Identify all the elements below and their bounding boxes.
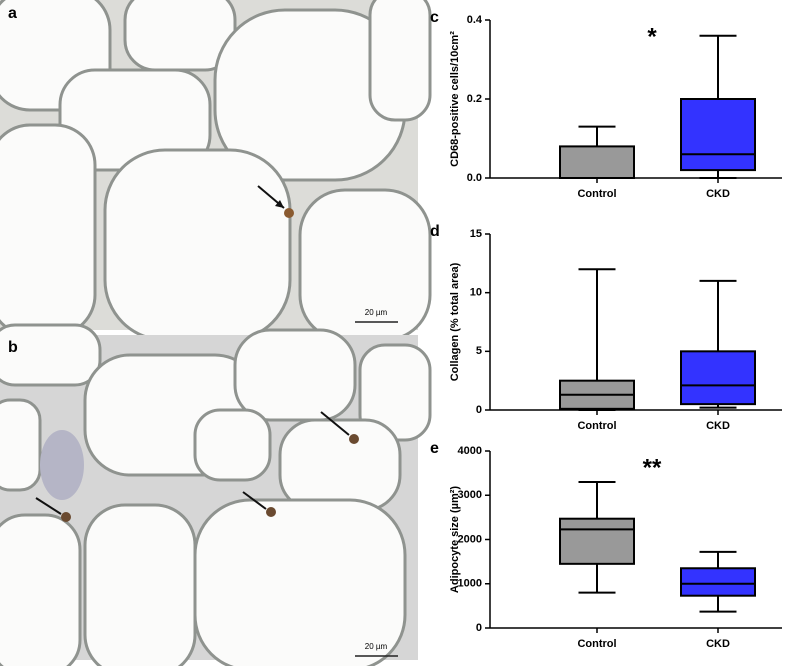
y-tick-label: 10 — [470, 287, 482, 299]
y-tick-label: 0.4 — [467, 14, 483, 26]
panel-label: d — [430, 223, 440, 240]
y-tick-label: 3000 — [458, 489, 482, 501]
panel-label: b — [8, 339, 18, 356]
y-tick-label: 5 — [476, 345, 482, 357]
scale-bar-label: 20 µm — [365, 308, 388, 317]
scale-bar-label: 20 µm — [365, 642, 388, 651]
box — [559, 145, 635, 179]
y-tick-label: 0.2 — [467, 93, 482, 105]
x-tick-label: Control — [577, 638, 616, 650]
x-tick-label: CKD — [706, 638, 730, 650]
box — [680, 350, 756, 406]
x-tick-label: CKD — [706, 420, 730, 432]
y-tick-label: 15 — [470, 228, 482, 240]
significance: ** — [643, 454, 662, 481]
y-axis-title: Collagen (% total area) — [449, 262, 461, 381]
x-tick-label: CKD — [706, 188, 730, 200]
panel-label: a — [8, 5, 17, 22]
panel-label: e — [430, 440, 439, 457]
y-tick-label: 0.0 — [467, 172, 482, 184]
micrograph-b: 20 µm b — [0, 323, 432, 666]
y-tick-label: 2000 — [458, 533, 482, 545]
x-tick-label: Control — [577, 188, 616, 200]
box — [680, 567, 756, 597]
y-tick-label: 0 — [476, 404, 482, 416]
y-axis-title: Adipocyte size (µm²) — [449, 486, 461, 594]
x-tick-label: Control — [577, 420, 616, 432]
significance: * — [647, 23, 657, 50]
box — [680, 98, 756, 172]
box — [559, 517, 635, 565]
y-tick-label: 1000 — [458, 578, 482, 590]
micrograph-a: 20 µm a — [0, 0, 432, 342]
y-tick-label: 0 — [476, 622, 482, 634]
y-axis-title: CD68-positive cells/10cm² — [449, 31, 461, 167]
y-tick-label: 4000 — [458, 445, 482, 457]
panel-label: c — [430, 9, 439, 26]
